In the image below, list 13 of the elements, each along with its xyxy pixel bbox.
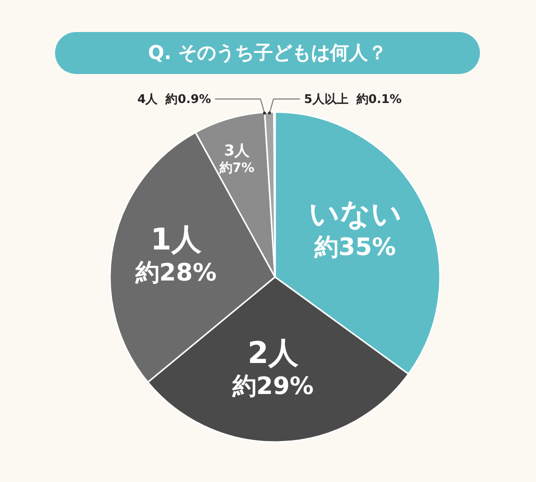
data-label: 約0.1%: [355, 92, 402, 106]
data-label: 約7%: [218, 161, 254, 176]
chart-title: Q. そのうち子どもは何人？: [55, 32, 480, 74]
slice-label: 5人以上: [304, 92, 348, 106]
data-label: 約35%: [314, 232, 396, 261]
slice-label: 3人: [224, 141, 251, 160]
data-label: 約0.9%: [164, 92, 211, 106]
data-label: 約29%: [231, 372, 314, 400]
slice-label: いない: [308, 196, 402, 232]
slice-label: 2人: [248, 336, 300, 371]
slice-label: 1人: [150, 222, 202, 258]
data-label: 約28%: [134, 258, 217, 286]
slice-label: 4人: [137, 92, 158, 106]
